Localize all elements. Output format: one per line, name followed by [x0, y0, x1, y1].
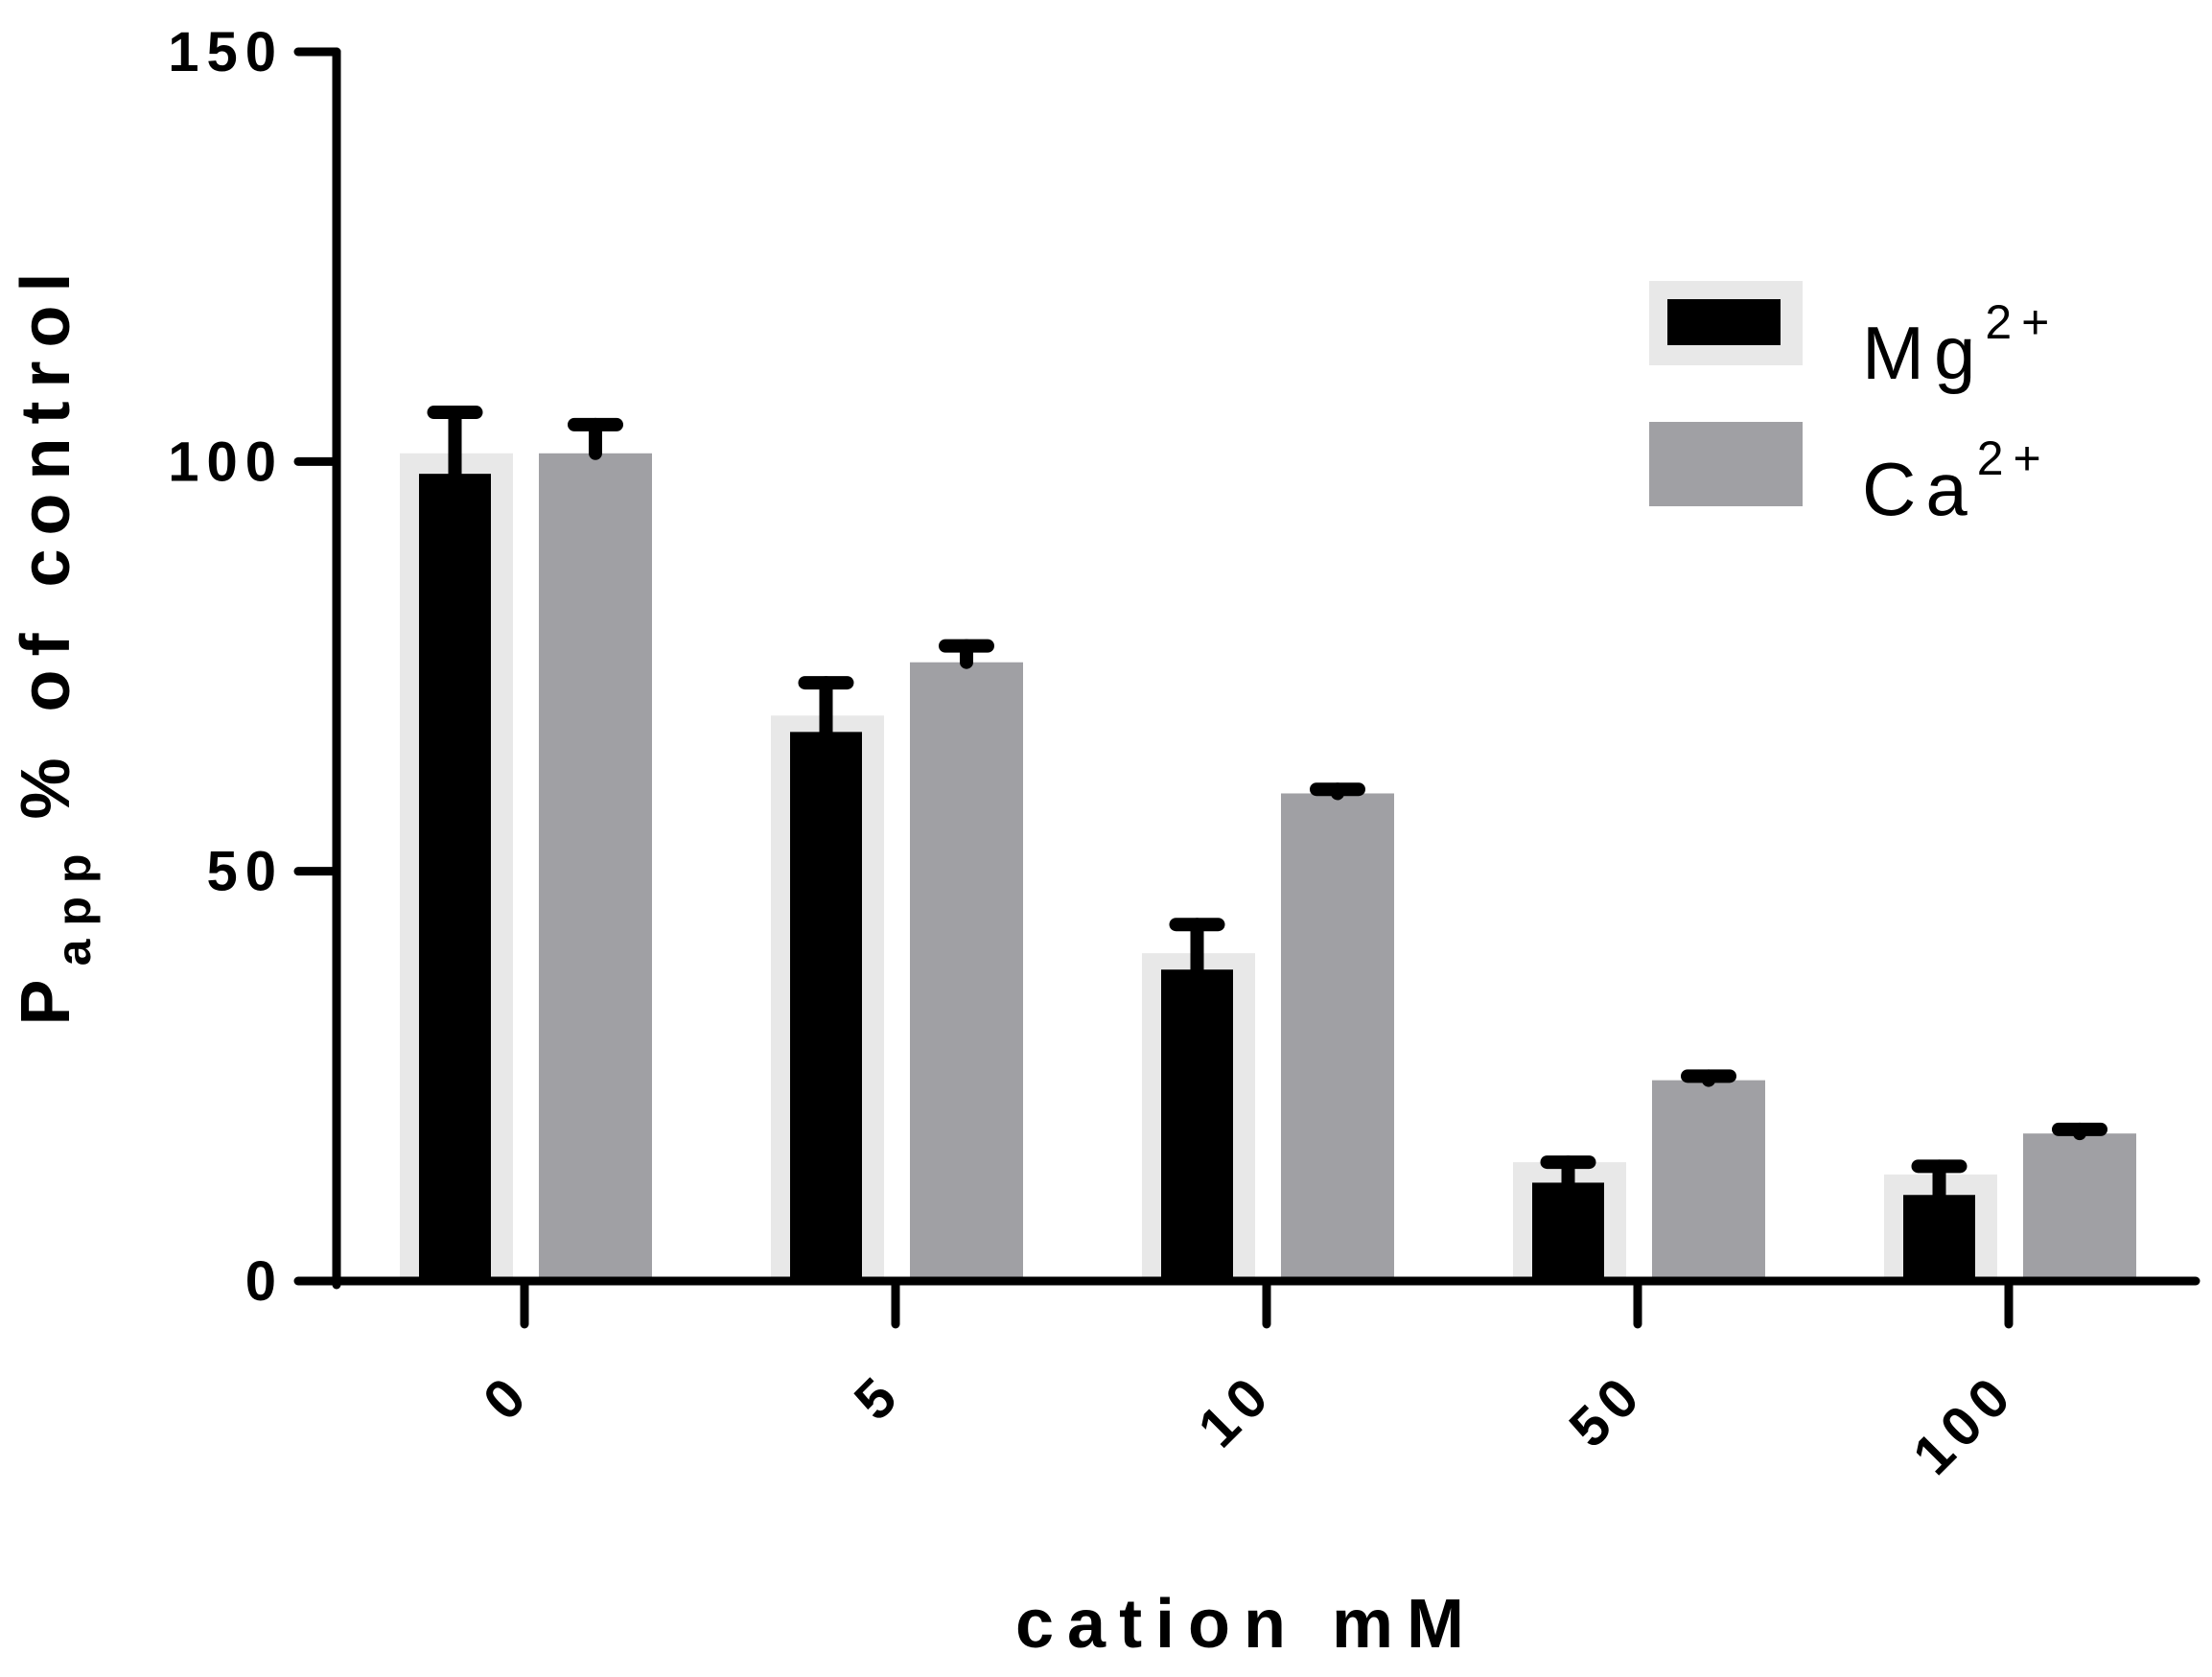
y-axis-title-rest: % of control [8, 260, 84, 820]
bar-ca-10 [1281, 793, 1394, 1281]
y-tick-label-150: 150 [168, 21, 284, 83]
x-tick-label-5: 5 [843, 1361, 914, 1432]
error-bar-ca-50 [1681, 1069, 1736, 1087]
legend-label-mg: Mg2+ [1862, 295, 2059, 395]
error-bar-ca-5 [939, 639, 994, 669]
bar-series [419, 453, 2136, 1282]
bar-mg-100 [1903, 1195, 1975, 1281]
legend-swatch-mg [1667, 299, 1781, 345]
x-tick-label-0: 0 [472, 1361, 543, 1432]
bar-mg-5 [790, 732, 862, 1281]
bar-mg-10 [1161, 969, 1233, 1281]
legend-label-ca-sup: 2+ [1977, 431, 2051, 485]
y-tick-label-100: 100 [168, 431, 284, 493]
x-ticks: 0 5 10 50 100 [472, 1276, 2027, 1487]
legend: Mg2+ Ca2+ [1649, 281, 2059, 531]
legend-label-mg-text: Mg [1862, 311, 1985, 395]
bar-ca-100 [2023, 1133, 2136, 1281]
y-axis-title-main: P [8, 966, 84, 1025]
y-tick-label-50: 50 [206, 841, 284, 903]
legend-label-ca-text: Ca [1862, 447, 1977, 531]
legend-label-ca: Ca2+ [1862, 431, 2051, 531]
bar-ca-50 [1652, 1080, 1765, 1281]
error-bar-mg-5 [798, 676, 854, 739]
x-tick-label-50: 50 [1557, 1361, 1656, 1459]
error-bar-mg-100 [1911, 1159, 1968, 1202]
error-bar-ca-10 [1310, 782, 1365, 801]
bar-ca-0 [539, 453, 652, 1282]
legend-swatch-ca [1649, 422, 1803, 506]
y-axis-title-subscript: app [47, 841, 101, 967]
error-bar-mg-0 [427, 406, 483, 481]
x-tick-label-10: 10 [1186, 1361, 1285, 1459]
y-tick-label-0: 0 [245, 1250, 284, 1313]
bar-ca-5 [910, 662, 1023, 1281]
bar-mg-0 [419, 474, 491, 1281]
error-bars [427, 406, 2107, 1202]
y-axis-title: Papp % of control [8, 260, 101, 1026]
error-bar-mg-50 [1540, 1155, 1596, 1190]
y-ticks: 0 50 100 150 [168, 21, 341, 1313]
legend-label-mg-sup: 2+ [1985, 295, 2059, 349]
x-tick-label-100: 100 [1901, 1361, 2027, 1486]
x-axis-title: cation mM [1015, 1586, 1478, 1663]
error-bar-ca-0 [568, 417, 623, 460]
error-bar-mg-10 [1169, 918, 1225, 977]
error-bar-ca-100 [2052, 1122, 2107, 1141]
bar-mg-50 [1532, 1182, 1604, 1281]
